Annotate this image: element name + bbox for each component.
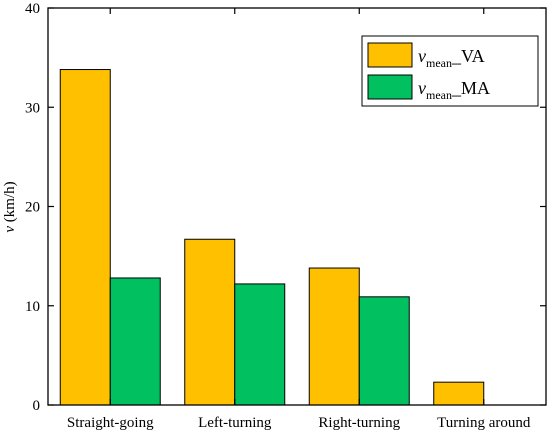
y-axis-label-var: v (2, 226, 18, 233)
y-tick-label: 20 (25, 200, 40, 216)
y-tick-label: 10 (25, 299, 40, 315)
bar-ma (358, 296, 410, 406)
legend-swatch (367, 42, 413, 68)
y-tick-label: 0 (33, 398, 41, 414)
legend: vmean_VA vmean_MA (361, 35, 539, 107)
y-axis-label: v (km/h) (2, 181, 18, 232)
bar-va (184, 238, 236, 406)
bar-ma (109, 277, 161, 406)
bar-ma (234, 283, 286, 406)
y-axis: 0 10 20 30 40 (25, 1, 546, 414)
x-axis: Straight-going Left-turning Right-turning T… (67, 8, 531, 431)
x-tick-label: Turning around (437, 415, 531, 431)
legend-label: vmean_MA (418, 78, 490, 102)
bar-va (308, 267, 360, 406)
bar-va (59, 69, 111, 406)
bar-va (433, 381, 485, 406)
bars-group (59, 69, 485, 406)
x-tick-label: Right-turning (318, 415, 400, 431)
y-tick-label: 40 (25, 1, 40, 17)
y-tick-label: 30 (25, 100, 40, 116)
legend-swatch (367, 74, 413, 100)
x-tick-label: Straight-going (67, 415, 154, 431)
legend-label: vmean_VA (418, 46, 485, 70)
y-axis-label-unit: (km/h) (2, 181, 18, 226)
x-tick-label: Left-turning (198, 415, 272, 431)
